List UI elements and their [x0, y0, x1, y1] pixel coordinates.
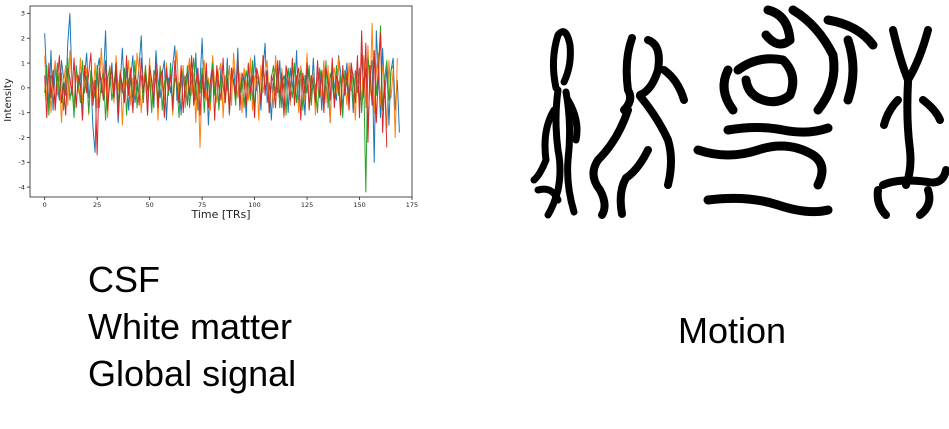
x-tick-label: 0 — [43, 201, 47, 209]
x-tick-label: 50 — [145, 201, 153, 209]
y-tick-label: 3 — [21, 10, 25, 18]
figure-right — [873, 26, 949, 219]
label-csf: CSF — [88, 259, 160, 300]
label-motion: Motion — [678, 310, 787, 351]
figure-standing — [530, 28, 581, 219]
series-line-4 — [44, 30, 388, 156]
x-tick-label: 125 — [301, 201, 313, 209]
y-tick-label: -2 — [19, 134, 25, 142]
y-tick-label: -1 — [19, 109, 25, 117]
figure-crouching — [589, 34, 688, 219]
y-tick-label: 1 — [21, 59, 25, 67]
figure-group — [693, 5, 878, 217]
y-axis-label: Intensity — [3, 78, 14, 122]
axes: 0 25 50 75 100 125 150 175 -4 -3 -2 -1 0 1 2 3 — [19, 5, 418, 209]
y-tick-label: 0 — [21, 84, 25, 92]
y-tick-label: 2 — [21, 35, 25, 43]
plot-area — [44, 12, 400, 193]
label-global-signal: Global signal — [88, 353, 297, 394]
x-axis-label: Time [TRs] — [190, 208, 250, 221]
x-tick-label: 175 — [406, 201, 418, 209]
timeseries-chart: 0 25 50 75 100 125 150 175 -4 -3 -2 -1 0 1 2 3 Time [TR… — [3, 5, 418, 221]
regressor-list: CSF White matter Global signal — [88, 256, 296, 397]
dancing-figures-icon — [530, 5, 949, 219]
x-tick-label: 25 — [93, 201, 101, 209]
x-tick-label: 100 — [248, 201, 260, 209]
plot-frame — [29, 5, 413, 198]
x-tick-label: 75 — [198, 201, 206, 209]
y-tick-label: -3 — [19, 159, 25, 167]
x-tick-label: 150 — [353, 201, 365, 209]
label-white-matter: White matter — [88, 306, 293, 347]
y-tick-label: -4 — [19, 183, 25, 191]
